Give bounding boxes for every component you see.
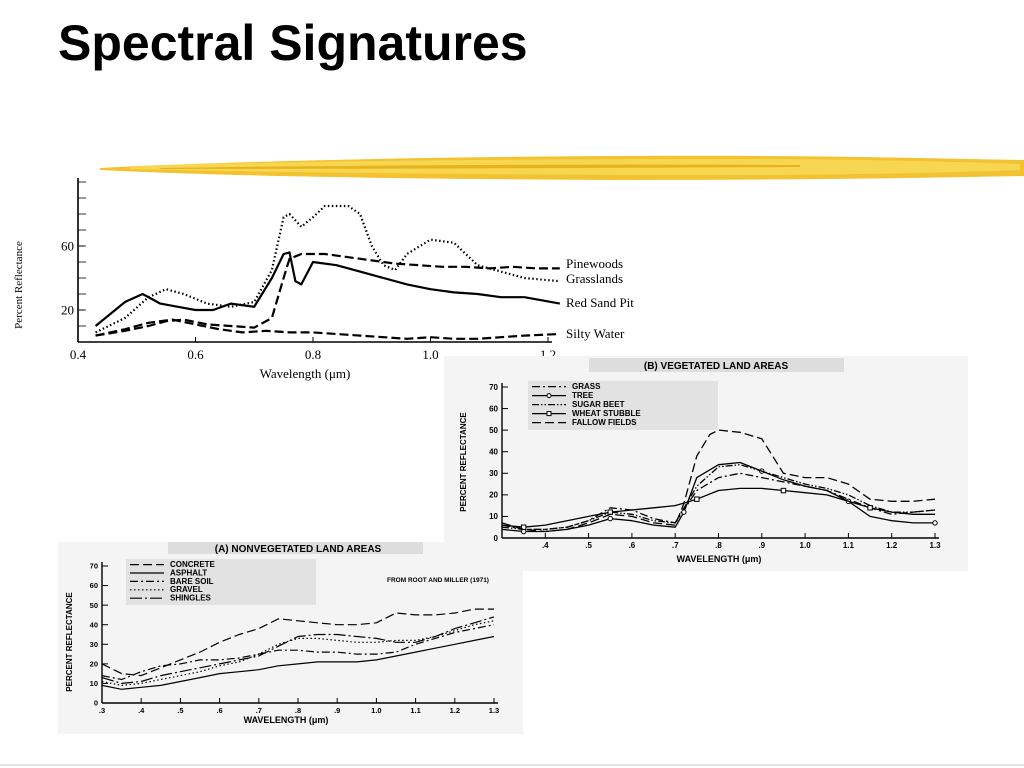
chart-b-panel: (B) VEGETATED LAND AREAS .4 .5 .6 .7 .8 .9 1.0… [444, 356, 968, 571]
chart-b-y-tick-label: 40 [489, 448, 498, 457]
chart-b-title: (B) VEGETATED LAND AREAS [644, 361, 789, 372]
chart-a-x-tick-label: .8 [295, 706, 301, 715]
chart-b-x-tick-label: .7 [672, 541, 679, 550]
chart-b-legend-bg [528, 381, 718, 430]
chart-b-y-tick-label: 10 [489, 512, 498, 521]
main-line-label-red-sand-pit: Red Sand Pit [566, 295, 634, 310]
main-x-tick-label: 0.6 [187, 347, 204, 362]
main-series-silty-water [95, 318, 560, 340]
slide-title: Spectral Signatures [58, 15, 528, 71]
chart-b-x-tick-label: .9 [758, 541, 765, 550]
main-y-tick-label: 20 [61, 303, 74, 318]
chart-b-point-wheat-stubble [694, 496, 700, 502]
chart-b-legend-label-sugar-beet: SUGAR BEET [572, 400, 625, 409]
main-xlabel: Wavelength (μm) [260, 366, 351, 381]
chart-b-y-tick-label: 0 [494, 534, 499, 543]
chart-a-annotation: FROM ROOT AND MILLER (1971) [387, 577, 489, 584]
chart-b-series-grass [501, 472, 936, 531]
chart-a-legend-label-shingles: SHINGLES [170, 594, 212, 603]
chart-b-x-tick-label: .4 [542, 541, 549, 550]
main-line-label-pinewoods: Pinewoods [566, 256, 623, 271]
main-chart: 0.4 0.6 0.8 1.0 1.22060PinewoodsGrasslandsRe… [13, 178, 634, 381]
chart-b-y-tick-label: 60 [489, 404, 498, 413]
chart-b-y-tick-label: 50 [489, 426, 498, 435]
chart-b-point-tree [681, 509, 687, 515]
chart-a-x-tick-label: 1.3 [489, 706, 499, 715]
chart-a-y-tick-label: 70 [90, 562, 98, 571]
chart-a-legend-label-concrete: CONCRETE [170, 560, 216, 569]
chart-a-y-tick-label: 0 [94, 699, 98, 708]
main-series-red-sand-pit [94, 251, 560, 327]
main-line-label-silty-water: Silty Water [566, 326, 625, 341]
main-x-tick-label: 0.8 [305, 347, 321, 362]
chart-a-x-tick-label: .9 [334, 706, 340, 715]
chart-a-x-tick-label: 1.2 [450, 706, 460, 715]
chart-a-series-concrete [101, 608, 494, 677]
chart-b-y-tick-label: 70 [489, 383, 498, 392]
chart-b-x-tick-label: 1.2 [886, 541, 898, 550]
chart-b: (B) VEGETATED LAND AREAS .4 .5 .6 .7 .8 .9 1.0… [459, 358, 941, 564]
chart-b-legend-marker [546, 411, 552, 417]
chart-b-legend-marker [546, 393, 552, 399]
chart-b-series-wheat-stubble [501, 487, 935, 528]
chart-b-legend-label-wheat-stubble: WHEAT STUBBLE [572, 409, 641, 418]
chart-b-x-tick-label: .5 [585, 541, 592, 550]
chart-b-series-sugar-beet [501, 464, 936, 531]
yellow-brush-divider [100, 155, 1024, 180]
main-line-label-grasslands: Grasslands [566, 271, 623, 286]
chart-b-x-tick-label: .8 [715, 541, 722, 550]
chart-b-point-wheat-stubble [780, 487, 787, 494]
main-y-tick-label: 60 [61, 239, 74, 254]
chart-b-y-tick-label: 30 [489, 469, 498, 478]
chart-a-x-tick-label: .3 [99, 706, 105, 715]
chart-b-point-wheat-stubble [520, 524, 527, 530]
main-x-tick-label: 0.4 [70, 347, 87, 362]
chart-a-legend-label-bare-soil: BARE SOIL [170, 577, 214, 586]
chart-a-x-tick-label: .5 [177, 706, 183, 715]
chart-a-y-tick-label: 40 [90, 620, 98, 629]
chart-b-x-tick-label: 1.0 [800, 541, 812, 550]
chart-a-series-shingles [101, 616, 495, 684]
chart-a-series-bare-soil [101, 624, 495, 681]
chart-a-ylabel: PERCENT REFLECTANCE [65, 592, 74, 692]
chart-b-series-tree [501, 461, 935, 533]
chart-b-series-fallow-fields [501, 429, 936, 533]
chart-b-xlabel: WAVELENGTH (μm) [677, 554, 762, 564]
chart-b-point-wheat-stubble [867, 505, 873, 511]
main-x-tick-label: 1.0 [422, 347, 438, 362]
chart-a-x-tick-label: 1.0 [371, 706, 381, 715]
chart-a-xlabel: WAVELENGTH (μm) [244, 715, 329, 725]
chart-a-x-tick-label: .4 [138, 706, 145, 715]
chart-b-y-tick-label: 20 [489, 491, 498, 500]
chart-a-y-tick-label: 30 [90, 640, 98, 649]
chart-b-legend-label-tree: TREE [572, 391, 594, 400]
chart-a-y-tick-label: 20 [90, 659, 98, 668]
chart-a-legend-label-asphalt: ASPHALT [170, 568, 207, 577]
chart-b-x-tick-label: 1.3 [929, 541, 941, 550]
chart-b-x-tick-label: 1.1 [843, 541, 855, 550]
chart-a-legend-label-gravel: GRAVEL [170, 585, 203, 594]
chart-b-x-tick-label: .6 [629, 541, 636, 550]
chart-b-legend-label-fallow-fields: FALLOW FIELDS [572, 418, 637, 427]
chart-b-point-tree [607, 515, 613, 522]
main-series-grasslands [95, 204, 560, 334]
chart-a-x-tick-label: .6 [216, 706, 222, 715]
chart-a-series-asphalt [101, 635, 495, 690]
chart-a-x-tick-label: .7 [256, 706, 262, 715]
chart-b-legend-label-grass: GRASS [572, 382, 601, 391]
chart-a-y-tick-label: 10 [90, 679, 98, 688]
chart-b-ylabel: PERCENT REFLECTANCE [459, 412, 468, 512]
chart-a-y-tick-label: 60 [90, 581, 98, 590]
bottom-rule [0, 764, 1024, 766]
chart-a: (A) NONVEGETATED LAND AREAS FROM ROOT AN… [65, 542, 499, 725]
chart-a-title: (A) NONVEGETATED LAND AREAS [215, 544, 382, 555]
main-ylabel: Percent Reflectance [13, 241, 25, 329]
chart-a-x-tick-label: 1.1 [410, 706, 420, 715]
chart-b-point-tree [932, 520, 938, 526]
chart-a-panel: (A) NONVEGETATED LAND AREAS FROM ROOT AN… [58, 542, 523, 734]
chart-a-y-tick-label: 50 [90, 601, 98, 610]
